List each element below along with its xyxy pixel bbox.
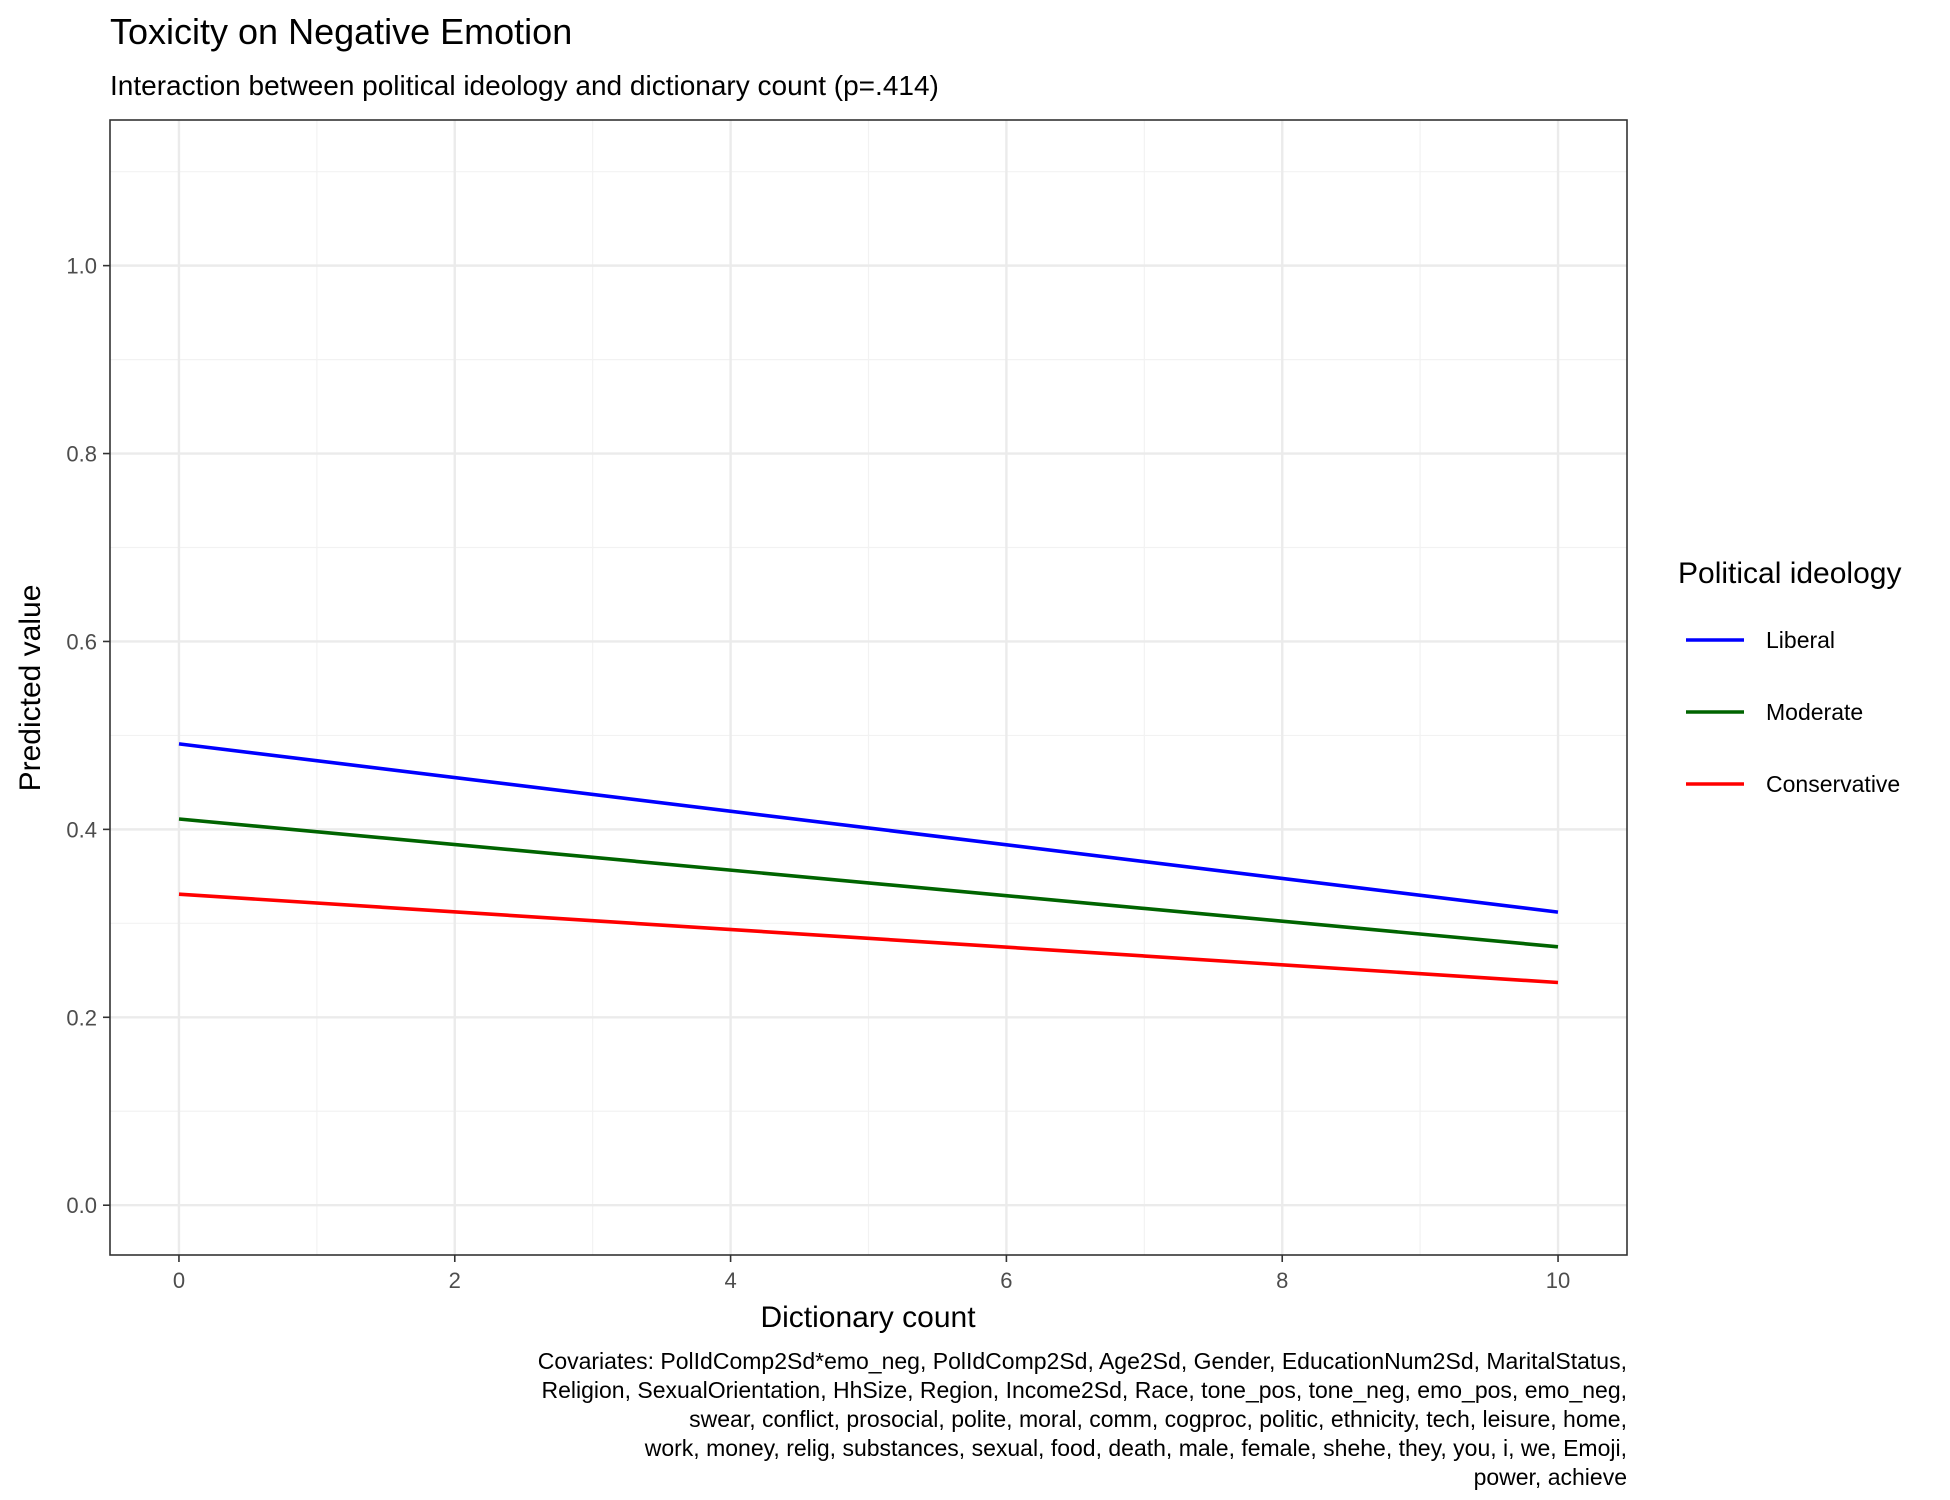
y-tick-label: 1.0	[66, 254, 97, 279]
series-lines	[178, 742, 1559, 985]
x-axis: 0 2 4 6 8 10	[173, 1255, 1570, 1293]
legend-title: Political ideology	[1678, 557, 1901, 590]
x-tick-label: 10	[1546, 1268, 1570, 1293]
x-tick-label: 0	[173, 1268, 185, 1293]
major-gridlines	[110, 120, 1627, 1255]
y-tick-label: 0.0	[66, 1193, 97, 1218]
y-tick-label: 0.4	[66, 817, 97, 842]
y-tick-label: 0.6	[66, 629, 97, 654]
series-line-liberal	[178, 742, 1559, 914]
caption: Covariates: PolIdComp2Sd*emo_neg, PolIdC…	[538, 1348, 1627, 1490]
y-tick-label: 0.8	[66, 442, 97, 467]
minor-gridlines	[110, 120, 1627, 1255]
chart-subtitle: Interaction between political ideology a…	[110, 70, 939, 101]
x-tick-label: 4	[724, 1268, 736, 1293]
caption-line: Covariates: PolIdComp2Sd*emo_neg, PolIdC…	[538, 1348, 1627, 1374]
x-tick-label: 2	[449, 1268, 461, 1293]
series-line-conservative	[178, 892, 1559, 985]
caption-line: swear, conflict, prosocial, polite, mora…	[689, 1406, 1627, 1432]
legend-label-conservative: Conservative	[1766, 771, 1900, 797]
x-tick-label: 6	[1000, 1268, 1012, 1293]
plot-border	[109, 119, 1628, 1256]
legend: Political ideology Liberal Moderate Conser…	[1678, 557, 1901, 797]
y-tick-label: 0.2	[66, 1005, 97, 1030]
legend-label-liberal: Liberal	[1766, 627, 1835, 653]
caption-line: work, money, relig, substances, sexual, …	[644, 1435, 1627, 1461]
caption-line: power, achieve	[1474, 1464, 1627, 1490]
x-axis-title: Dictionary count	[760, 1301, 976, 1334]
caption-line: Religion, SexualOrientation, HhSize, Reg…	[541, 1377, 1627, 1403]
plot-frame	[109, 119, 1628, 1256]
legend-label-moderate: Moderate	[1766, 699, 1863, 725]
y-axis: 0.0 0.2 0.4 0.6 0.8 1.0	[66, 254, 110, 1218]
chart-title: Toxicity on Negative Emotion	[110, 11, 572, 52]
series-line-moderate	[178, 817, 1559, 949]
y-axis-title: Predicted value	[14, 585, 47, 792]
x-tick-label: 8	[1276, 1268, 1288, 1293]
